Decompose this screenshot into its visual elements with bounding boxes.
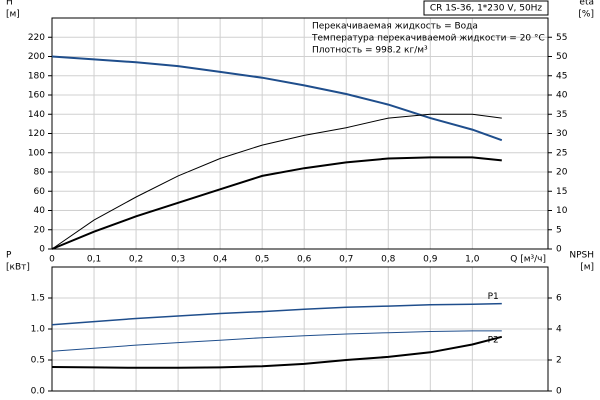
annotation: Перекачиваемая жидкость = Вода — [312, 22, 478, 32]
y2-tick-label: 40 — [556, 91, 568, 101]
series-label: P1 — [488, 292, 499, 302]
x-tick-label: 0,7 — [339, 255, 353, 265]
y-axis-label: P — [6, 251, 12, 261]
y2-tick-label: 55 — [556, 33, 567, 43]
y2-axis-label: [%] — [578, 10, 594, 20]
y-tick-label: 220 — [28, 33, 45, 43]
y2-tick-label: 0 — [556, 245, 562, 255]
y2-tick-label: 6 — [556, 294, 562, 304]
annotation: Плотность = 998.2 кг/м³ — [312, 46, 428, 56]
x-tick-label: 0,1 — [87, 255, 101, 265]
annotation: Температура перекачиваемой жидкости = 20… — [311, 34, 545, 44]
x-tick-label: 0,6 — [297, 255, 312, 265]
y2-tick-label: 30 — [556, 129, 568, 139]
y2-tick-label: 45 — [556, 71, 567, 81]
y2-tick-label: 20 — [556, 168, 568, 178]
x-tick-label: 0,4 — [213, 255, 228, 265]
y2-tick-label: 2 — [556, 356, 562, 366]
curve — [51, 55, 503, 142]
y-tick-label: 40 — [34, 206, 46, 216]
y2-axis-label: NPSH — [569, 251, 594, 261]
y2-tick-label: 35 — [556, 110, 567, 120]
y-tick-label: 180 — [28, 71, 45, 81]
y-axis-label: [кВт] — [6, 263, 30, 273]
y-tick-label: 60 — [34, 187, 46, 197]
y-axis-label: H — [6, 0, 13, 8]
plot-frame — [51, 17, 549, 250]
x-tick-label: 0,8 — [381, 255, 396, 265]
y-tick-label: 160 — [28, 91, 45, 101]
y2-axis-label: [м] — [580, 263, 594, 273]
y-tick-label: 80 — [34, 168, 46, 178]
curve — [51, 156, 502, 250]
y2-tick-label: 0 — [556, 387, 562, 397]
curve — [51, 330, 502, 352]
y2-axis-label: eta — [579, 0, 594, 8]
y2-tick-label: 50 — [556, 52, 568, 62]
y-tick-label: 0.5 — [31, 356, 45, 366]
y2-tick-label: 5 — [556, 225, 562, 235]
curve — [51, 335, 503, 369]
y-tick-label: 140 — [28, 110, 45, 120]
y-tick-label: 0.0 — [31, 387, 46, 397]
x-tick-label: 0,2 — [129, 255, 143, 265]
y-tick-label: 120 — [28, 129, 45, 139]
x-tick-label: 0 — [49, 255, 55, 265]
annotation: CR 1S-36, 1*230 V, 50Hz — [430, 4, 543, 14]
curve — [51, 113, 502, 250]
y-tick-label: 20 — [34, 225, 46, 235]
y-tick-label: 0 — [39, 245, 45, 255]
curve — [51, 302, 502, 326]
y-tick-label: 1.0 — [31, 325, 46, 335]
y2-tick-label: 15 — [556, 187, 567, 197]
x-tick-label: 0,5 — [255, 255, 269, 265]
y2-tick-label: 10 — [556, 206, 568, 216]
x-tick-label: 0,9 — [423, 255, 438, 265]
plot-frame — [51, 266, 549, 392]
y-tick-label: 200 — [28, 52, 45, 62]
series-label: P2 — [488, 335, 499, 345]
y2-tick-label: 4 — [556, 325, 562, 335]
x-axis-label: Q [м³/ч] — [510, 255, 546, 265]
x-tick-label: 1,0 — [465, 255, 480, 265]
x-tick-label: 0,3 — [171, 255, 185, 265]
y-tick-label: 1.5 — [31, 294, 45, 304]
y-axis-label: [м] — [6, 10, 20, 20]
annotation-box — [423, 0, 549, 16]
y2-tick-label: 25 — [556, 148, 567, 158]
y-tick-label: 100 — [28, 148, 45, 158]
